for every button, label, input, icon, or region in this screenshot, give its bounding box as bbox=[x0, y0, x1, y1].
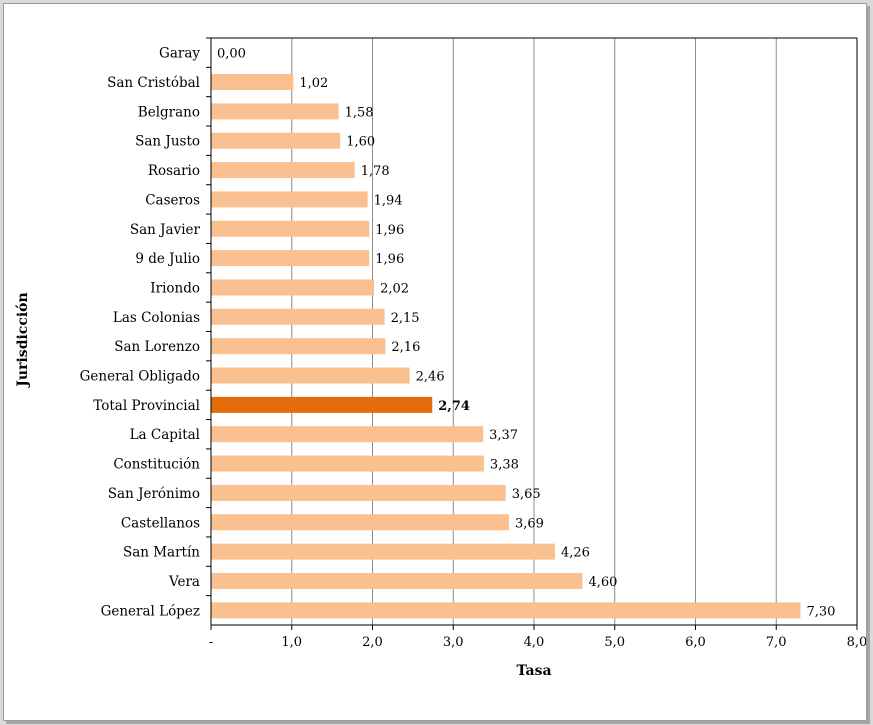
data-label: 2,46 bbox=[416, 370, 445, 385]
gridlines bbox=[291, 38, 858, 625]
data-label: 1,96 bbox=[375, 223, 404, 238]
x-tick-label: 8,0 bbox=[847, 635, 866, 650]
data-label: 4,26 bbox=[561, 546, 590, 561]
x-tick-label: 4,0 bbox=[524, 635, 545, 650]
category-label: Constitución bbox=[113, 457, 200, 473]
data-label: 1,78 bbox=[361, 164, 390, 179]
category-label: Vera bbox=[168, 574, 200, 590]
bar bbox=[211, 250, 370, 267]
data-label: 1,94 bbox=[374, 193, 403, 208]
x-tick-label: 5,0 bbox=[604, 635, 625, 650]
bar bbox=[211, 162, 355, 179]
bar bbox=[211, 514, 509, 531]
category-label: Garay bbox=[159, 46, 200, 62]
category-label: Iriondo bbox=[150, 280, 200, 296]
category-label: Rosario bbox=[148, 163, 200, 179]
bar bbox=[211, 279, 375, 296]
data-label: 1,58 bbox=[345, 105, 374, 120]
data-label: 1,96 bbox=[375, 252, 404, 267]
bar bbox=[211, 455, 484, 472]
data-label: 2,16 bbox=[391, 340, 420, 355]
x-tick-label: 2,0 bbox=[362, 635, 383, 650]
y-axis-title: Jurisdicción bbox=[15, 292, 31, 388]
bar bbox=[211, 220, 370, 237]
category-label: Caseros bbox=[145, 192, 200, 208]
data-label: 2,02 bbox=[380, 281, 409, 296]
category-label: Belgrano bbox=[138, 104, 200, 120]
x-tick-label: 6,0 bbox=[685, 635, 706, 650]
x-tick-label: 1,0 bbox=[281, 635, 302, 650]
bar bbox=[211, 572, 583, 589]
category-label: San Martín bbox=[123, 545, 200, 561]
category-label: Total Provincial bbox=[93, 398, 200, 414]
data-label: 1,02 bbox=[299, 76, 328, 91]
data-label: 3,38 bbox=[490, 458, 519, 473]
category-label: La Capital bbox=[130, 427, 200, 443]
bar bbox=[211, 191, 368, 208]
category-label: San Cristóbal bbox=[107, 75, 200, 91]
data-label: 0,00 bbox=[217, 47, 246, 62]
bar bbox=[211, 484, 506, 501]
bar bbox=[211, 367, 410, 384]
x-axis-title: Tasa bbox=[516, 663, 551, 679]
category-label: San Justo bbox=[135, 134, 200, 150]
category-label: 9 de Julio bbox=[135, 251, 200, 267]
data-label: 2,74 bbox=[438, 399, 470, 414]
data-label: 2,15 bbox=[391, 311, 420, 326]
x-tick-label: - bbox=[209, 635, 213, 650]
x-tick-label: 3,0 bbox=[443, 635, 464, 650]
data-label: 7,30 bbox=[806, 604, 835, 619]
bar bbox=[211, 132, 341, 149]
bars bbox=[211, 74, 801, 619]
x-tick-label: 7,0 bbox=[766, 635, 787, 650]
category-label: San Javier bbox=[130, 222, 201, 238]
labels: - 1,0 2,0 3,0 4,0 5,0 6,0 7,0 8,0 Garay 0,00 San Cr… bbox=[80, 46, 866, 650]
bar bbox=[211, 396, 433, 413]
category-label: Las Colonias bbox=[113, 310, 200, 326]
category-label: San Lorenzo bbox=[114, 339, 200, 355]
category-label: Castellanos bbox=[121, 515, 200, 531]
axes bbox=[206, 37, 858, 630]
data-label: 4,60 bbox=[588, 575, 617, 590]
category-label: San Jerónimo bbox=[108, 486, 200, 502]
category-label: General Obligado bbox=[80, 369, 200, 385]
data-label: 1,60 bbox=[346, 135, 375, 150]
bar bbox=[211, 103, 339, 120]
bar bbox=[211, 602, 801, 619]
data-label: 3,69 bbox=[515, 516, 544, 531]
data-label: 3,37 bbox=[489, 428, 518, 443]
bar bbox=[211, 338, 386, 355]
bar bbox=[211, 308, 385, 325]
chart-frame: - 1,0 2,0 3,0 4,0 5,0 6,0 7,0 8,0 Garay 0,00 San Cr… bbox=[3, 3, 867, 721]
bar bbox=[211, 543, 555, 560]
bar-chart: - 1,0 2,0 3,0 4,0 5,0 6,0 7,0 8,0 Garay 0,00 San Cr… bbox=[15, 37, 866, 679]
data-label: 3,65 bbox=[512, 487, 541, 502]
bar bbox=[211, 426, 484, 443]
bar bbox=[211, 74, 294, 91]
category-label: General López bbox=[101, 603, 200, 619]
